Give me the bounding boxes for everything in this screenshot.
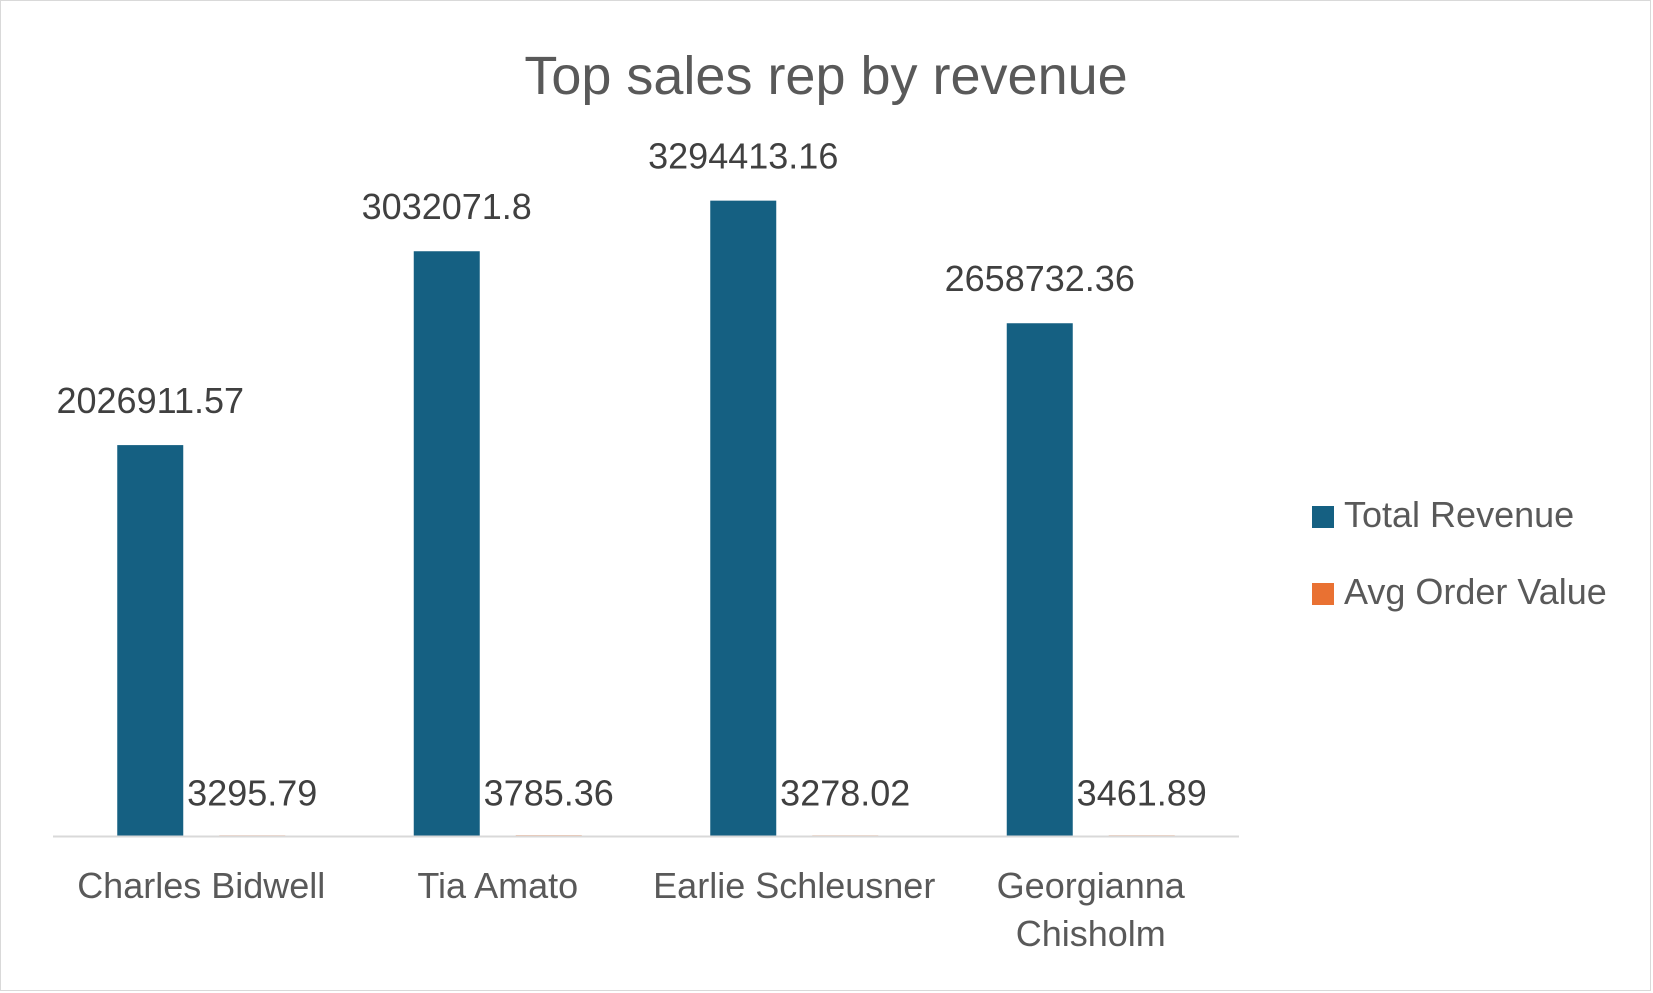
category-label: Charles Bidwell	[77, 865, 325, 906]
data-label: 3294413.16	[648, 136, 838, 177]
bar-total-revenue	[413, 251, 480, 837]
bar-total-revenue	[117, 445, 184, 836]
category-label: Tia Amato	[417, 865, 578, 906]
data-label: 3785.36	[484, 772, 614, 813]
legend-swatch	[1312, 583, 1334, 605]
data-label: 2026911.57	[56, 380, 244, 421]
category-label: Georgianna	[997, 865, 1186, 906]
category-label: Earlie Schleusner	[653, 865, 935, 906]
data-label: 3295.79	[187, 772, 317, 813]
legend-swatch	[1312, 506, 1334, 528]
data-label: 2658732.36	[945, 258, 1135, 299]
plot-area: 2026911.57 3032071.8 3294413.16 2658732.36 3…	[53, 136, 1239, 954]
legend-label: Total Revenue	[1344, 494, 1574, 535]
bar-total-revenue	[710, 200, 777, 836]
legend: Total Revenue Avg Order Value	[1312, 494, 1607, 612]
legend-label: Avg Order Value	[1344, 571, 1607, 612]
category-label: Chisholm	[1016, 913, 1166, 954]
data-label: 3278.02	[780, 772, 910, 813]
chart-title: Top sales rep by revenue	[524, 46, 1127, 106]
data-label: 3461.89	[1077, 772, 1207, 813]
data-label: 3032071.8	[362, 186, 532, 227]
bar-total-revenue	[1006, 323, 1073, 836]
